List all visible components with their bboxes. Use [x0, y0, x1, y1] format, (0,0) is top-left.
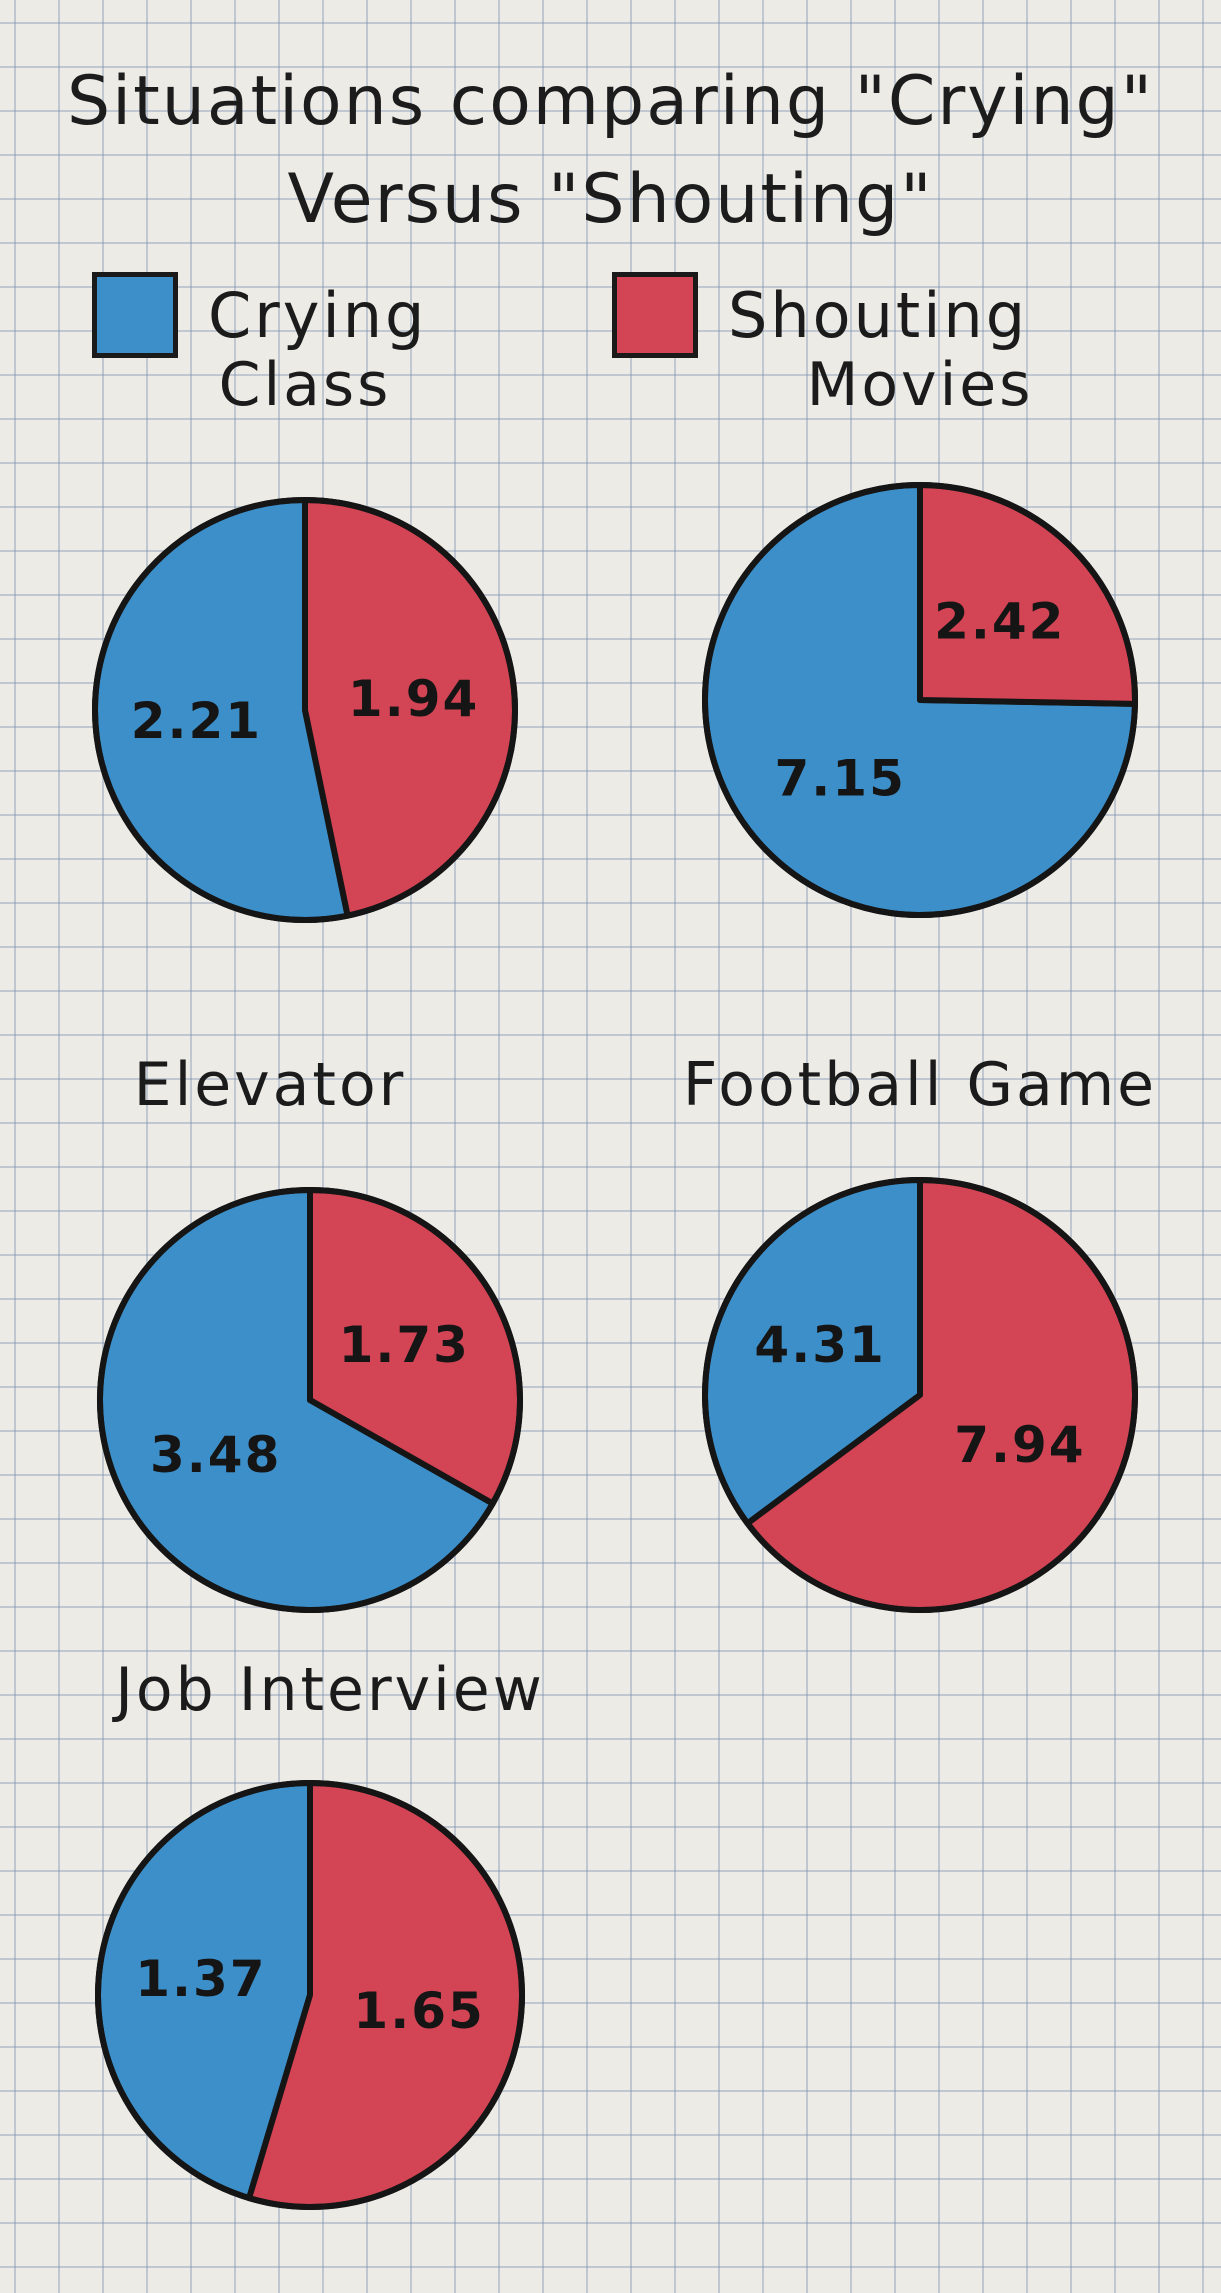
- pie-class: 1.94 2.21: [92, 497, 518, 923]
- pie-outline-football-game: [702, 1177, 1138, 1613]
- pie-title-movies: Movies: [806, 350, 1034, 420]
- pie-title-job-interview: Job Interview: [115, 1655, 545, 1725]
- slice-label-shouting-job-interview: 1.65: [353, 1982, 484, 2040]
- pie-title-elevator: Elevator: [133, 1050, 407, 1120]
- pie-football-game: 7.94 4.31: [702, 1177, 1138, 1613]
- pie-outline-job-interview: [95, 1780, 525, 2210]
- pie-title-class: Class: [218, 350, 392, 420]
- pie-outline-movies: [702, 482, 1138, 918]
- pie-outline-class: [92, 497, 518, 923]
- slice-label-crying-football-game: 4.31: [754, 1316, 885, 1374]
- pie-elevator: 1.73 3.48: [97, 1187, 523, 1613]
- slice-label-crying-movies: 7.15: [775, 749, 906, 807]
- slice-label-shouting-class: 1.94: [348, 670, 479, 728]
- legend-label-crying: Crying: [208, 278, 428, 352]
- pie-title-football-game: Football Game: [682, 1050, 1158, 1120]
- legend-item-crying: Crying: [92, 272, 427, 358]
- slice-label-crying-job-interview: 1.37: [135, 1950, 266, 2008]
- chart-title-line-1: Situations comparing "Crying": [67, 62, 1154, 141]
- pie-outline-elevator: [97, 1187, 523, 1613]
- slice-label-shouting-football-game: 7.94: [954, 1416, 1085, 1474]
- pie-job-interview: 1.65 1.37: [95, 1780, 525, 2210]
- pie-movies: 2.42 7.15: [702, 482, 1138, 918]
- slice-label-crying-elevator: 3.48: [150, 1426, 281, 1484]
- slice-label-shouting-movies: 2.42: [934, 593, 1065, 651]
- legend-label-shouting: Shouting: [728, 278, 1029, 352]
- legend-item-shouting: Shouting: [612, 272, 1028, 358]
- slice-label-shouting-elevator: 1.73: [339, 1316, 470, 1374]
- legend-swatch-shouting: [612, 272, 698, 358]
- chart-title-line-2: Versus "Shouting": [287, 160, 934, 239]
- legend-swatch-crying: [92, 272, 178, 358]
- slice-label-crying-class: 2.21: [131, 692, 262, 750]
